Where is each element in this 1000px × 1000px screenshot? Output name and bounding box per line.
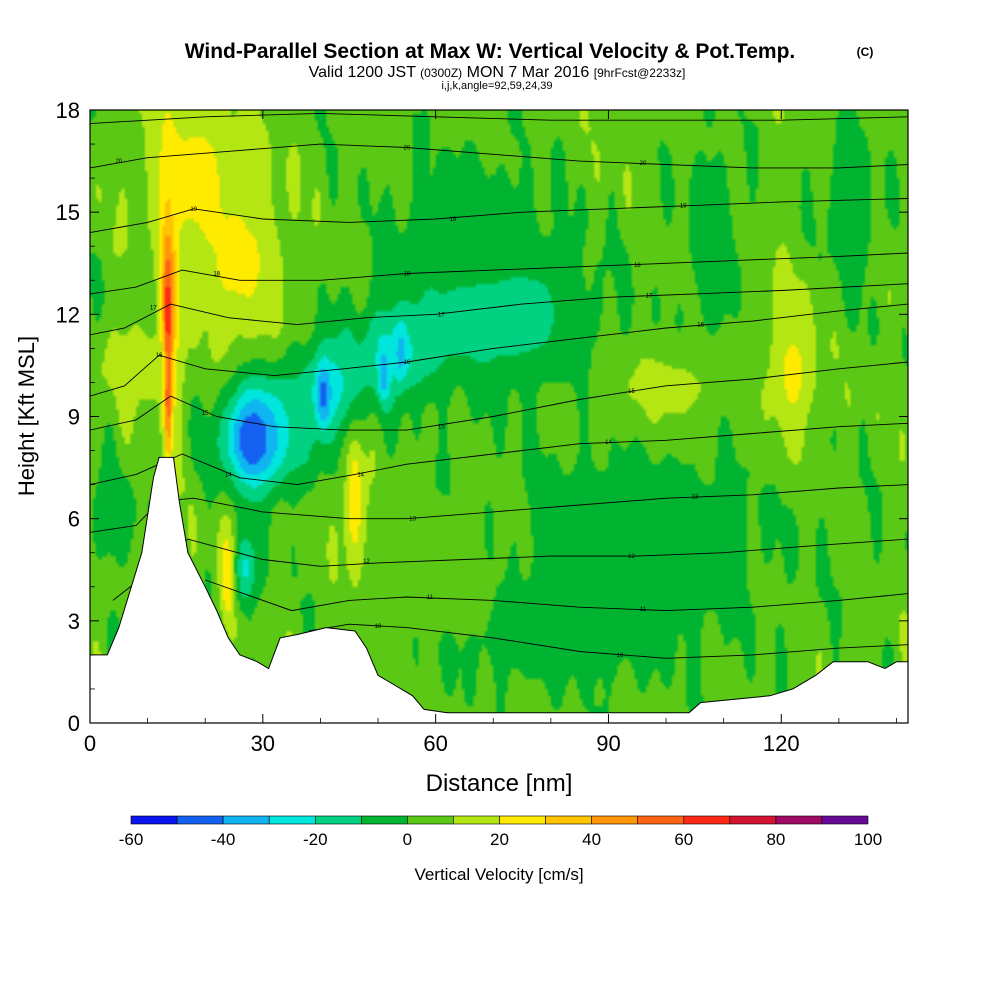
colorbar-swatch xyxy=(637,815,685,825)
y-tick-label: 9 xyxy=(68,405,80,430)
potential-temperature-contours: 10 10 11 11 12 12 13 13 14 14 14 15 15 15 16 16 16 17 17 17… xyxy=(90,112,908,659)
colorbar-swatch xyxy=(775,815,823,825)
theta-contour-label: 19 xyxy=(680,203,687,209)
colorbar-tick-label: 0 xyxy=(403,830,412,849)
copyright-mark: (C) xyxy=(857,45,874,59)
theta-contour-label: 13 xyxy=(409,517,416,523)
colorbar: -60 -40 -20 0 20 40 60 80 100 xyxy=(119,815,882,849)
forecast-info: [9hrFcst@2233z] xyxy=(594,66,686,80)
theta-contour-label: 14 xyxy=(357,472,364,478)
colorbar-swatch xyxy=(176,815,224,825)
colorbar-swatch xyxy=(821,815,869,825)
colorbar-swatch xyxy=(407,815,454,825)
colorbar-swatch xyxy=(453,815,500,825)
theta-contour-label: 15 xyxy=(202,411,209,417)
x-tick-label: 30 xyxy=(251,731,275,756)
x-axis-title: Distance [nm] xyxy=(426,770,573,797)
valid-main: Valid 1200 JST xyxy=(309,64,417,81)
theta-contour-label: 20 xyxy=(115,159,122,165)
theta-contour xyxy=(205,579,908,612)
y-tick-label: 18 xyxy=(56,98,80,123)
theta-contour xyxy=(90,143,908,169)
colorbar-tick-label: -60 xyxy=(119,830,144,849)
valid-utc: (0300Z) xyxy=(420,66,462,80)
colorbar-swatch xyxy=(130,815,178,825)
theta-contour xyxy=(90,198,908,234)
theta-contour-label: 15 xyxy=(438,425,445,431)
theta-contour xyxy=(90,283,908,336)
y-tick-label: 3 xyxy=(68,609,80,634)
terrain xyxy=(90,456,908,723)
theta-contour-label: 19 xyxy=(190,207,197,213)
colorbar-tick-label: 20 xyxy=(490,830,509,849)
colorbar-swatch xyxy=(591,815,638,825)
colorbar-swatch xyxy=(268,815,316,825)
theta-contour-label: 18 xyxy=(403,272,410,278)
theta-contour-label: 18 xyxy=(634,263,641,269)
theta-contour-label: 10 xyxy=(617,653,624,659)
y-tick-label: 12 xyxy=(56,302,80,327)
theta-contour xyxy=(90,112,908,125)
theta-contour-label: 11 xyxy=(427,595,434,601)
theta-contour-label: 16 xyxy=(403,360,410,366)
theta-contour xyxy=(90,422,908,486)
colorbar-tick-label: -20 xyxy=(303,830,328,849)
colorbar-swatch xyxy=(314,815,362,825)
colorbar-tick-label: 80 xyxy=(766,830,785,849)
theta-contour-label: 16 xyxy=(697,323,704,329)
colorbar-tick-label: 100 xyxy=(854,830,882,849)
theta-contour-label: 20 xyxy=(403,146,410,152)
theta-contour-label: 14 xyxy=(605,440,612,446)
theta-contour xyxy=(308,623,908,659)
x-tick-label: 120 xyxy=(763,731,800,756)
theta-contour-label: 17 xyxy=(438,312,445,318)
colorbar-swatch xyxy=(683,815,731,825)
x-tick-label: 90 xyxy=(596,731,620,756)
theta-contour-label: 17 xyxy=(150,306,157,312)
x-tick-label: 60 xyxy=(423,731,447,756)
theta-contour-label: 12 xyxy=(363,559,370,565)
colorbar-tick-label: 60 xyxy=(674,830,693,849)
colorbar-swatch xyxy=(545,815,592,825)
theta-contour xyxy=(90,303,908,397)
axes: 0 30 60 90 120 0 3 6 9 12 15 18 xyxy=(56,98,908,756)
y-tick-label: 0 xyxy=(68,711,80,736)
theta-contour-label: 12 xyxy=(628,554,635,560)
theta-contour-label: 10 xyxy=(375,624,382,630)
vertical-velocity-field xyxy=(90,110,908,723)
colorbar-swatch xyxy=(222,815,270,825)
colorbar-tick-label: 40 xyxy=(582,830,601,849)
theta-contour-label: 15 xyxy=(628,389,635,395)
colorbar-label: Vertical Velocity [cm/s] xyxy=(414,865,583,884)
colorbar-swatch xyxy=(499,815,546,825)
colorbar-swatch xyxy=(729,815,777,825)
chart-title: Wind-Parallel Section at Max W: Vertical… xyxy=(185,40,796,63)
valid-time: Valid 1200 JST (0300Z) MON 7 Mar 2016 [9… xyxy=(309,64,686,81)
chart-header: Wind-Parallel Section at Max W: Vertical… xyxy=(185,40,874,92)
valid-date: MON 7 Mar 2016 xyxy=(467,64,590,81)
theta-contour-label: 18 xyxy=(213,272,220,278)
theta-contour-label: 19 xyxy=(450,217,457,223)
colorbar-tick-label: -40 xyxy=(211,830,236,849)
colorbar-swatch xyxy=(360,815,408,825)
theta-contour-label: 20 xyxy=(640,161,647,167)
grid-indices: i,j,k,angle=92,59,24,39 xyxy=(441,80,552,92)
plot-area: 10 10 11 11 12 12 13 13 14 14 14 15 15 15 16 16 16 17 17 17… xyxy=(90,110,908,723)
theta-contour xyxy=(90,252,908,295)
theta-contour-label: 11 xyxy=(640,607,647,613)
theta-contour-label: 16 xyxy=(156,353,163,359)
theta-contour xyxy=(90,361,908,431)
theta-contour-label: 17 xyxy=(645,294,652,300)
y-axis-title: Height [Kft MSL] xyxy=(14,336,39,496)
y-tick-label: 15 xyxy=(56,200,80,225)
x-tick-label: 0 xyxy=(84,731,96,756)
theta-contour-label: 14 xyxy=(225,472,232,478)
y-tick-label: 6 xyxy=(68,507,80,532)
theta-contour-label: 13 xyxy=(692,495,699,501)
